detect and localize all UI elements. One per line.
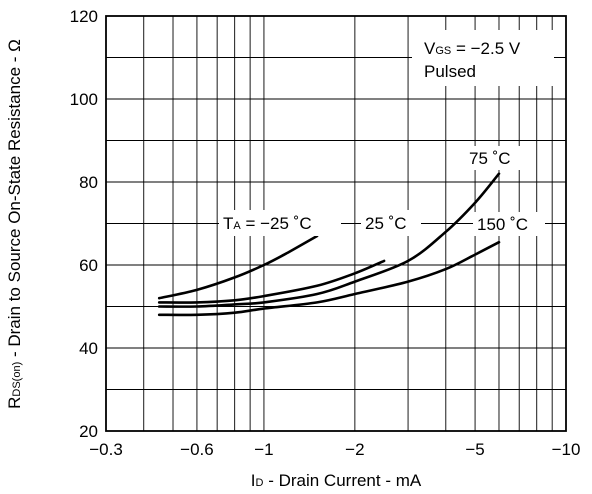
x-tick-label: −1 — [254, 440, 273, 459]
x-tick-label: −0.3 — [89, 440, 123, 459]
x-axis-title: ID - Drain Current - mA — [251, 471, 422, 490]
y-axis-subscript: DS(on) — [11, 362, 23, 397]
y-tick-label: 80 — [79, 173, 98, 192]
y-axis-symbol: R — [5, 397, 24, 409]
tick-labels: 20 40 60 80 100 120 −0.3 −0.6 −1 −2 −5 −10 — [70, 7, 581, 459]
conditions-label-mask — [412, 30, 554, 86]
x-axis-subscript: D — [256, 477, 264, 489]
vgs-symbol: V — [424, 39, 436, 58]
x-axis-symbol: I — [251, 471, 256, 490]
series-label-25c: 25 ˚C — [365, 214, 407, 233]
y-axis-text: - Drain to Source On-State Resistance - … — [5, 39, 24, 362]
t75-label-mask — [465, 146, 527, 170]
y-axis-title: RDS(on) - Drain to Source On-State Resis… — [5, 39, 24, 409]
plot-frame — [105, 15, 567, 432]
series-label-75c: 75 ˚C — [469, 149, 511, 168]
y-tick-label: 40 — [79, 339, 98, 358]
x-tick-label: −10 — [552, 440, 581, 459]
vgs-value: = −2.5 V — [451, 39, 521, 58]
x-tick-label: −5 — [465, 440, 484, 459]
series-line-75c — [157, 172, 501, 308]
ta-label-mask — [219, 210, 341, 236]
series-lines — [157, 172, 501, 317]
vgs-subscript: GS — [435, 45, 451, 57]
ta-symbol: T — [223, 214, 233, 233]
x-tick-label: −2 — [345, 440, 364, 459]
conditions-line-1: VGS = −2.5 V — [424, 39, 521, 58]
y-tick-label: 120 — [70, 7, 98, 26]
series-line-25c — [157, 259, 386, 304]
x-axis-text: - Drain Current - mA — [263, 471, 421, 490]
x-tick-label: −0.6 — [180, 440, 214, 459]
series-label-150c: 150 ˚C — [477, 215, 528, 234]
t25-label-mask — [361, 210, 421, 236]
conditions-line-2: Pulsed — [424, 62, 476, 81]
y-tick-label: 60 — [79, 256, 98, 275]
ta-subscript: A — [233, 220, 241, 232]
y-tick-label: 20 — [79, 422, 98, 441]
ta-value: = −25 ˚C — [241, 214, 312, 233]
series-label-ta-minus25: TA = −25 ˚C — [223, 214, 312, 233]
series-line-ta-minus25 — [157, 234, 319, 300]
t150-label-mask — [473, 212, 545, 236]
series-line-150c — [157, 240, 501, 317]
y-tick-label: 100 — [70, 90, 98, 109]
